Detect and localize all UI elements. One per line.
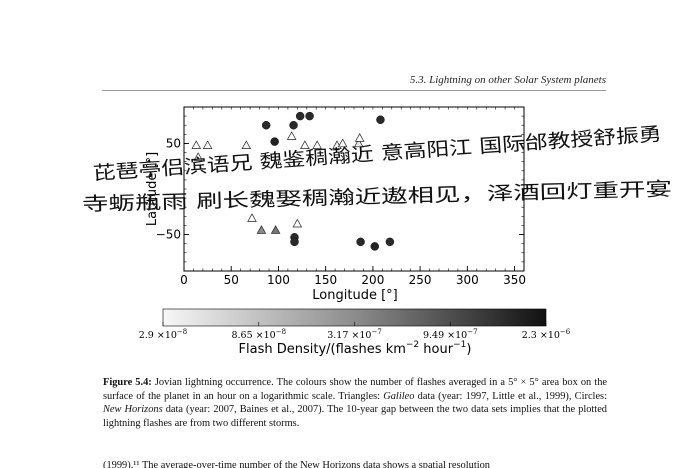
- x-tick-label: 0: [180, 273, 188, 287]
- new-horizons-circle-point: [376, 115, 385, 125]
- colorbar-tick-label: 3.17 ×10−7: [327, 328, 382, 341]
- x-tick-label: 350: [503, 273, 526, 287]
- galileo-triangle-point: [292, 218, 303, 228]
- x-axis-label: Longitude [°]: [312, 288, 397, 303]
- x-tick-label: 50: [224, 273, 239, 287]
- new-horizons-circle-point: [370, 242, 380, 251]
- colorbar-tick-label: 2.9 ×10−8: [139, 328, 188, 341]
- colorbar-label-exp2: −1: [453, 340, 466, 350]
- colorbar-label: Flash Density/(flashes km−2 hour−1): [239, 340, 472, 357]
- caption-new-horizons: New Horizons: [103, 404, 163, 415]
- colorbar-tick-label: 9.49 ×10−7: [423, 328, 478, 341]
- colorbar-tick-label: 2.3 ×10−6: [522, 328, 571, 341]
- y-tick-label: 50: [166, 136, 181, 150]
- galileo-triangle-point: [241, 140, 252, 149]
- galileo-triangle-point: [191, 140, 202, 149]
- galileo-triangle-point: [270, 225, 281, 234]
- caption-text-1: Jovian lightning occurrence. The colours…: [103, 377, 608, 402]
- x-tick-label: 300: [456, 273, 479, 287]
- colorbar-label-mid: hour: [419, 342, 454, 357]
- header-rule: [102, 90, 606, 91]
- handwriting-line-1: 芘琶亭侣滨语兄 魏鉴稠瀚近 意高阳江 国际邰教授舒振勇: [92, 123, 662, 185]
- colorbar-label-exp1: −2: [406, 340, 419, 350]
- new-horizons-circle-point: [356, 237, 365, 247]
- new-horizons-circle-point: [295, 111, 305, 121]
- handwriting-line-2: 寺蛎瓶雨 刷长魏娶稠瀚近遨相见，泽酒回灯重开宴: [82, 177, 672, 215]
- new-horizons-circle-point: [305, 111, 314, 121]
- x-tick-label: 250: [409, 273, 432, 287]
- caption-text-2: data (year: 1997, Little et al., 1999), …: [414, 390, 607, 402]
- figure-caption: Figure 5.4: Jovian lightning occurrence.…: [103, 376, 607, 430]
- caption-text-3: data (year: 2007, Baines et al., 2007). …: [103, 404, 607, 429]
- colorbar-tick-label: 8.65 ×10−8: [231, 328, 286, 341]
- data-points: [191, 111, 395, 251]
- x-tick-label: 200: [361, 273, 384, 287]
- galileo-triangle-point: [202, 140, 213, 149]
- caption-label: Figure 5.4:: [103, 377, 152, 388]
- galileo-triangle-point: [286, 131, 297, 140]
- galileo-triangle-point: [354, 133, 365, 142]
- caption-galileo: Galileo: [383, 390, 415, 402]
- colorbar-ticks: 2.9 ×10−8 8.65 ×10−8 3.17 ×10−7 9.49 ×10−7 2…: [139, 322, 571, 341]
- galileo-triangle-point: [247, 213, 257, 222]
- x-axis-ticks: 0 50 100 150 200 250 300 350: [180, 266, 526, 287]
- x-tick-label: 150: [314, 273, 337, 287]
- new-horizons-circle-point: [289, 120, 298, 130]
- galileo-triangle-point: [256, 225, 267, 234]
- running-header: 5.3. Lightning on other Solar System pla…: [409, 74, 606, 86]
- galileo-triangle-point: [353, 138, 364, 148]
- new-horizons-circle-point: [385, 237, 395, 247]
- new-horizons-circle-point: [290, 237, 299, 247]
- colorbar-label-pre: Flash Density/(flashes km: [239, 342, 406, 357]
- colorbar-label-post: ): [466, 342, 471, 357]
- galileo-triangle-point: [193, 152, 203, 161]
- galileo-triangle-point: [337, 138, 348, 148]
- y-axis-label: Latitude [°]: [145, 152, 160, 226]
- x-tick-label: 100: [267, 273, 290, 287]
- y-tick-label: −50: [156, 228, 181, 242]
- galileo-triangle-point: [300, 140, 310, 149]
- y-axis-ticks: 50 −50: [156, 136, 524, 242]
- new-horizons-circle-point: [270, 137, 279, 146]
- next-paragraph: (1999).¹¹ The average-over-time number o…: [103, 460, 490, 468]
- minor-ticks: [183, 106, 525, 272]
- galileo-triangle-point: [312, 140, 322, 149]
- new-horizons-circle-point: [261, 120, 271, 130]
